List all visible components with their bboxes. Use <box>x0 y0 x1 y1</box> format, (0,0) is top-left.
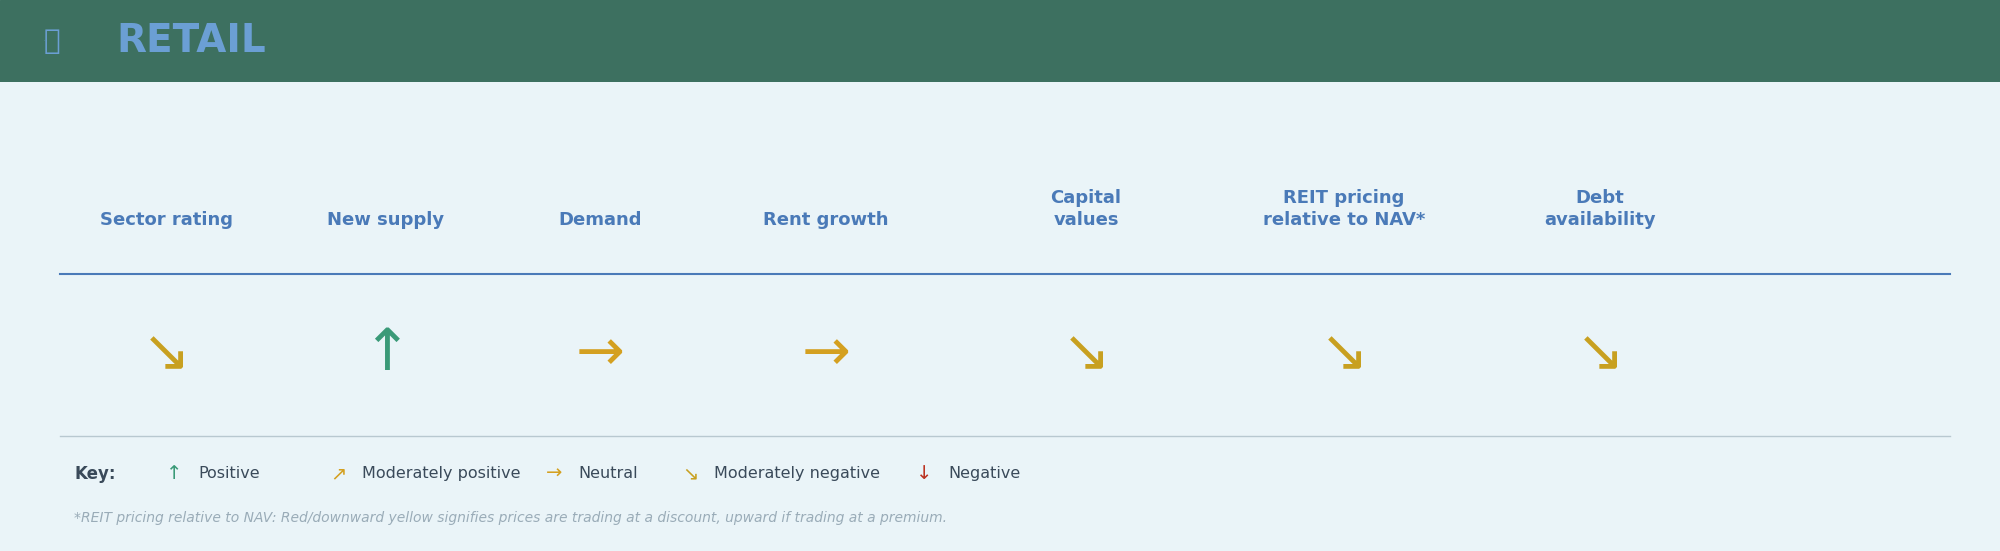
Text: ↘: ↘ <box>1576 325 1624 382</box>
Text: *REIT pricing relative to NAV: Red/downward yellow signifies prices are trading : *REIT pricing relative to NAV: Red/downw… <box>74 511 948 525</box>
Text: Demand: Demand <box>558 212 642 229</box>
Text: ↓: ↓ <box>916 464 932 483</box>
Text: Positive: Positive <box>198 466 260 481</box>
Text: Negative: Negative <box>948 466 1020 481</box>
Text: Key:: Key: <box>74 464 116 483</box>
Text: Sector rating: Sector rating <box>100 212 232 229</box>
Text: →: → <box>802 325 850 382</box>
Text: ↘: ↘ <box>142 325 190 382</box>
Text: Capital
values: Capital values <box>1050 189 1122 229</box>
Text: ↗: ↗ <box>330 464 346 483</box>
Text: Rent growth: Rent growth <box>764 212 888 229</box>
Text: ↑: ↑ <box>362 325 410 382</box>
Text: →: → <box>546 464 562 483</box>
Text: ↘: ↘ <box>1062 325 1110 382</box>
Text: ↑: ↑ <box>166 464 182 483</box>
Text: REIT pricing
relative to NAV*: REIT pricing relative to NAV* <box>1262 189 1426 229</box>
Text: Neutral: Neutral <box>578 466 638 481</box>
Text: 🛒: 🛒 <box>44 27 60 55</box>
Text: Moderately negative: Moderately negative <box>714 466 880 481</box>
Text: Debt
availability: Debt availability <box>1544 189 1656 229</box>
Text: ↘: ↘ <box>682 464 698 483</box>
Text: →: → <box>576 325 624 382</box>
Text: Moderately positive: Moderately positive <box>362 466 520 481</box>
Text: New supply: New supply <box>328 212 444 229</box>
Text: RETAIL: RETAIL <box>116 22 266 60</box>
Text: ↘: ↘ <box>1320 325 1368 382</box>
